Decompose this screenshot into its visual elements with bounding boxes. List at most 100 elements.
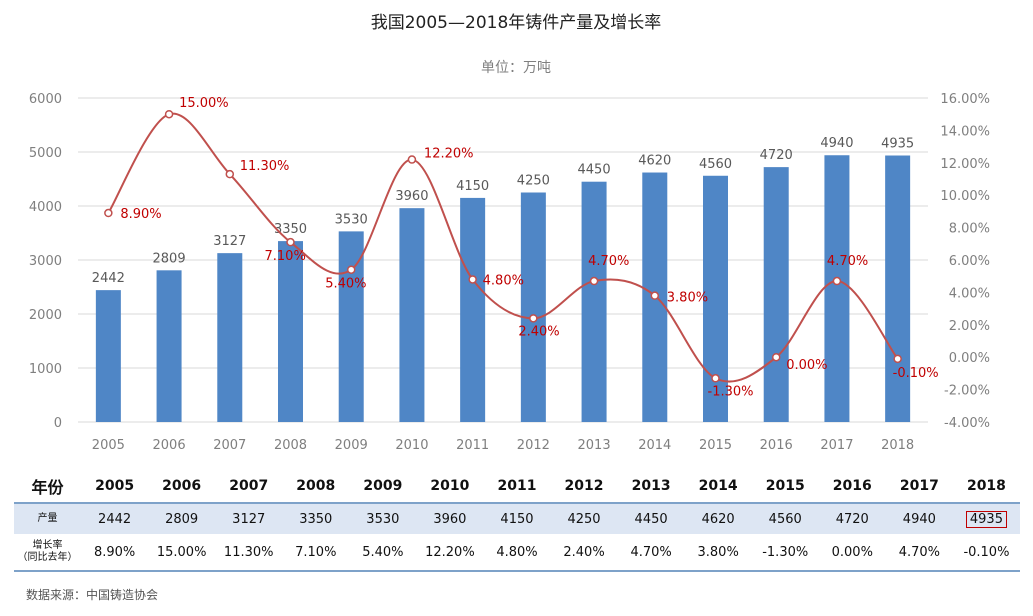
rate-label-line2: （同比去年） (17, 552, 78, 563)
x-tick-label: 2006 (153, 438, 186, 453)
table-cell-rate: 3.80% (684, 534, 752, 572)
table-cell-production: 4620 (684, 503, 752, 534)
table-cell-rate: 11.30% (215, 534, 283, 572)
table-cell-rate: 4.70% (617, 534, 685, 572)
chart-title: 我国2005—2018年铸件产量及增长率 (371, 13, 662, 33)
rate-value-label: 15.00% (179, 96, 229, 111)
bar-labels: 2442 2809 3127 3350 3530 3960 4150 4250 4450 4620… (92, 136, 914, 286)
right-tick-label: 6.00% (949, 254, 990, 269)
table-year-header: 2016 (818, 470, 886, 504)
table-cell-rate: 4.70% (885, 534, 953, 572)
rate-value-label: 4.80% (483, 273, 524, 288)
bar (581, 181, 607, 422)
x-axis: 2005 2006 2007 2008 2009 2010 2011 2012 2013 2014… (92, 438, 914, 453)
right-axis: -4.00% -2.00% 0.00% 2.00% 4.00% 6.00% 8.00% 10.… (940, 92, 990, 431)
table-year-header: 2006 (148, 470, 216, 504)
x-tick-label: 2014 (638, 438, 671, 453)
bar-value-label: 4620 (638, 154, 671, 169)
bar-value-label: 3350 (274, 222, 307, 237)
rate-value-label: 4.70% (588, 254, 629, 269)
bar (520, 192, 546, 422)
bar-value-label: 4450 (578, 163, 611, 178)
bar-value-label: 4250 (517, 174, 550, 189)
rate-point (650, 291, 660, 300)
right-tick-label: -2.00% (944, 384, 990, 399)
table-cell-production: 3960 (416, 503, 484, 534)
bar (824, 155, 850, 423)
x-tick-label: 2015 (699, 438, 732, 453)
x-tick-label: 2018 (881, 438, 914, 453)
rate-value-label: 3.80% (667, 291, 708, 306)
table-row-label: 产量 (14, 503, 82, 534)
table-year-header: 2007 (215, 470, 283, 504)
table-row-production: 产量 2442 2809 3127 3350 3530 3960 4150 4250 4450 4… (14, 503, 1020, 534)
table-year-header: 2009 (349, 470, 417, 504)
table-year-header: 2018 (952, 470, 1020, 504)
rate-value-label: 12.20% (424, 147, 474, 162)
left-tick-label: 3000 (29, 254, 62, 269)
rate-point (225, 169, 235, 179)
right-tick-label: 8.00% (949, 222, 990, 237)
rate-point (529, 314, 538, 323)
left-tick-label: 4000 (29, 200, 62, 215)
left-tick-label: 5000 (29, 146, 62, 161)
rate-value-label: 5.40% (325, 277, 366, 292)
bar (217, 253, 243, 422)
highlighted-value: 4935 (965, 510, 1007, 528)
table-cell-production: 3127 (215, 503, 283, 534)
table-year-header: 2017 (885, 470, 953, 504)
rate-point (468, 275, 477, 284)
table-cell-rate: 4.80% (483, 534, 551, 572)
rate-point (771, 352, 781, 362)
rate-value-label: 0.00% (786, 358, 827, 373)
table-cell-production: 2442 (81, 503, 149, 534)
table-cell-rate: 5.40% (349, 534, 417, 572)
table-cell-rate: -0.10% (952, 534, 1020, 572)
right-tick-label: 12.00% (940, 157, 990, 172)
bar-value-label: 4560 (699, 157, 732, 172)
table-row-rate: 增长率 （同比去年） 8.90% 15.00% 11.30% 7.10% 5.40% 12… (14, 534, 1020, 572)
data-table: 年份 2005 2006 2007 2008 2009 2010 2011 2012 2013 2… (14, 470, 1020, 572)
bar-series (95, 155, 911, 423)
chart: 我国2005—2018年铸件产量及增长率 单位：万吨 0 1000 2000 3000… (29, 13, 990, 453)
bar-value-label: 3960 (395, 189, 428, 204)
data-source: 数据来源：中国铸造协会 (26, 588, 159, 602)
table-cell-production: 2809 (148, 503, 216, 534)
rate-value-label: 4.70% (827, 254, 868, 269)
bar-value-label: 4150 (456, 179, 489, 194)
rate-labels: 8.90% 15.00% 11.30% 7.10% 5.40% 12.20% 4.80% 2.… (120, 96, 938, 399)
right-tick-label: 2.00% (949, 319, 990, 334)
right-tick-label: 10.00% (940, 189, 990, 204)
table-year-header: 2013 (617, 470, 685, 504)
x-tick-label: 2010 (395, 438, 428, 453)
table-cell-rate: -1.30% (751, 534, 819, 572)
rate-value-label: -1.30% (708, 384, 754, 399)
bar-value-label: 4720 (760, 148, 793, 163)
right-tick-label: 0.00% (949, 351, 990, 366)
table-row-label: 增长率 （同比去年） (14, 534, 82, 572)
table-cell-rate: 7.10% (282, 534, 350, 572)
rate-point (164, 109, 174, 119)
table-corner: 年份 (14, 470, 82, 504)
table-cell-production: 4560 (751, 503, 819, 534)
x-tick-label: 2012 (517, 438, 550, 453)
x-tick-label: 2005 (92, 438, 125, 453)
bar (885, 155, 911, 422)
right-tick-label: 16.00% (940, 92, 990, 107)
table-cell-production: 3350 (282, 503, 350, 534)
x-tick-label: 2008 (274, 438, 307, 453)
rate-point (286, 237, 295, 247)
bar-value-label: 3530 (335, 212, 368, 227)
rate-value-label: 2.40% (518, 324, 559, 339)
table-header-row: 年份 2005 2006 2007 2008 2009 2010 2011 2012 2013 2… (14, 470, 1020, 504)
bar (763, 167, 789, 422)
x-tick-label: 2013 (578, 438, 611, 453)
table-cell-production: 4720 (818, 503, 886, 534)
x-tick-label: 2011 (456, 438, 489, 453)
rate-label-line1: 增长率 (32, 540, 63, 551)
table-year-header: 2015 (751, 470, 819, 504)
bar (95, 290, 121, 422)
rate-point (104, 208, 113, 218)
table-year-header: 2011 (483, 470, 551, 504)
table-year-header: 2005 (81, 470, 149, 504)
